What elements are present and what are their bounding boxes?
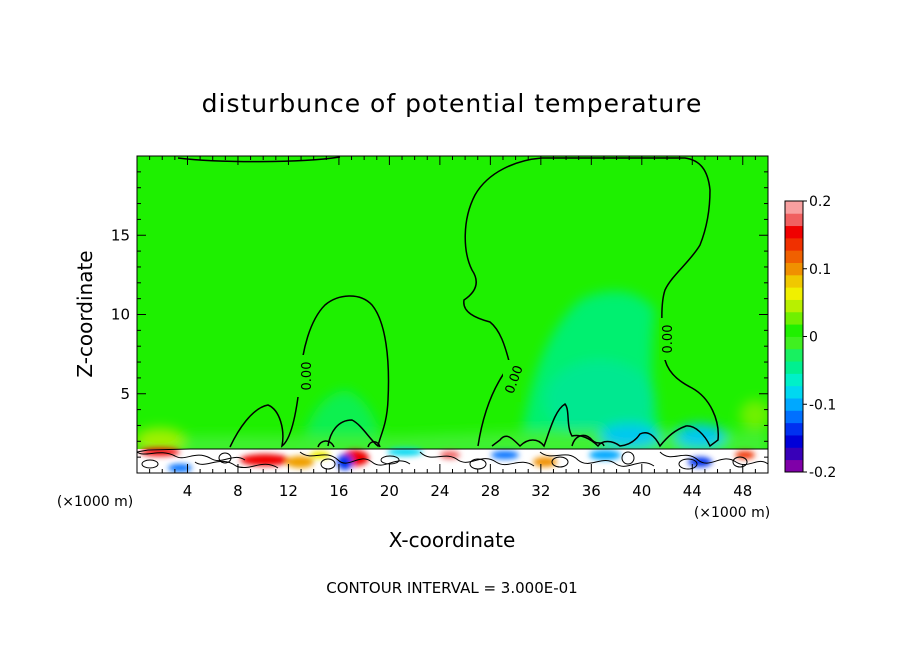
colorbar-tick-label: -0.1 xyxy=(809,397,836,413)
y-tick-label: 10 xyxy=(111,306,130,324)
bl-contour-ring xyxy=(621,451,635,465)
chart-title: disturbunce of potential temperature xyxy=(202,89,703,118)
bl-top-contour xyxy=(137,448,768,453)
bl-contour xyxy=(194,460,279,469)
contour-label-west: 0.00 xyxy=(300,362,315,391)
y-axis: 5 10 15 xyxy=(111,171,768,458)
bl-contour-ring xyxy=(320,458,336,470)
colorbar-tick-label: -0.2 xyxy=(809,465,836,481)
bl-cyan xyxy=(387,448,423,456)
bl-contour xyxy=(137,451,246,462)
x-tick-label: 16 xyxy=(329,482,348,500)
colorbar-swatch xyxy=(785,435,803,448)
colorbar-swatch xyxy=(785,262,803,276)
colorbar-swatch xyxy=(785,299,803,313)
colorbar-swatch xyxy=(785,459,803,473)
bl-contour xyxy=(659,451,768,466)
colorbar-swatch xyxy=(785,324,803,337)
bl-contour-ring xyxy=(141,459,159,469)
bl-red xyxy=(440,451,460,459)
contour-label-east: 0.00 xyxy=(661,325,676,354)
contour-central xyxy=(463,157,719,448)
contour-small-east xyxy=(571,434,605,447)
contour-top xyxy=(177,156,341,163)
colorbar-swatch xyxy=(785,287,803,300)
contour-interval-note: CONTOUR INTERVAL = 3.000E-01 xyxy=(326,579,577,597)
colorbar-swatch xyxy=(785,213,803,227)
y-tick-label: 15 xyxy=(111,226,130,244)
colorbar-swatch xyxy=(785,385,803,399)
plot-area: 0.00 0.00 0.00 xyxy=(137,156,768,473)
colorbar-swatch xyxy=(785,274,803,288)
x-axis: 4 8 12 16 20 24 28 32 36 40 44 48 xyxy=(149,156,756,500)
colorbar-swatch xyxy=(785,410,803,424)
colorbar-swatch xyxy=(785,250,803,263)
bl-orange xyxy=(533,457,557,467)
bl-red xyxy=(735,451,755,459)
bl-red xyxy=(240,454,290,466)
x-tick-label: 20 xyxy=(380,482,399,500)
colorbar-swatch xyxy=(785,225,803,239)
bl-blue xyxy=(491,451,519,459)
colorbar-tick-label: 0.2 xyxy=(809,194,831,210)
colorbar-swatch xyxy=(785,398,803,411)
y-axis-label: Z-coordinate xyxy=(73,250,97,377)
bl-contour-ring xyxy=(732,456,748,468)
bl-blue xyxy=(688,457,712,467)
bl-contour xyxy=(539,451,655,467)
bl-contour-ring xyxy=(380,455,400,465)
cool-patch xyxy=(675,424,725,448)
cool-plume-core xyxy=(545,360,655,440)
colorbar-swatch xyxy=(785,336,803,350)
colorbar-swatch xyxy=(785,237,803,251)
bl-contour xyxy=(299,451,411,466)
x-tick-label: 24 xyxy=(430,482,449,500)
contour-labels: 0.00 0.00 0.00 xyxy=(297,318,676,402)
colorbar-swatch xyxy=(785,361,803,374)
x-tick-label: 48 xyxy=(733,482,752,500)
contour-small-mid xyxy=(317,440,335,448)
plot-background xyxy=(137,156,768,473)
colorbar: 0.2 0.1 0 -0.1 -0.2 xyxy=(784,194,836,481)
contour-label-bg xyxy=(297,355,313,397)
colorbar-swatch xyxy=(785,311,803,325)
colorbar-swatch xyxy=(785,201,803,214)
colorbar-swatch xyxy=(785,422,803,436)
bl-contour-ring xyxy=(218,452,232,464)
bl-contour-ring xyxy=(678,458,698,470)
bl-contour xyxy=(419,451,535,467)
x-tick-label: 44 xyxy=(683,482,702,500)
warm-patch xyxy=(740,400,768,430)
bl-blue xyxy=(168,464,192,472)
x-tick-label: 36 xyxy=(582,482,601,500)
bl-blue xyxy=(337,454,353,470)
x-tick-label: 28 xyxy=(481,482,500,500)
zero-contours xyxy=(177,156,719,448)
contour-label-bg xyxy=(503,360,521,402)
bl-contour-ring xyxy=(551,456,569,468)
x-tick-label: 12 xyxy=(279,482,298,500)
x-unit-left: (×1000 m) xyxy=(57,494,133,510)
bl-orange xyxy=(286,456,314,468)
colorbar-swatch xyxy=(785,348,803,362)
warm-patch xyxy=(137,428,185,452)
x-tick-label: 8 xyxy=(233,482,243,500)
cool-patch xyxy=(600,424,660,448)
x-unit-right: (×1000 m) xyxy=(694,505,770,521)
contour-west xyxy=(229,295,390,448)
boundary-layer-contours xyxy=(137,448,768,470)
colorbar-tick-label: 0 xyxy=(809,330,818,346)
colorbar-tick-label: 0.1 xyxy=(809,262,831,278)
x-tick-label: 4 xyxy=(183,482,193,500)
x-tick-label: 32 xyxy=(531,482,550,500)
x-axis-label: X-coordinate xyxy=(389,528,516,552)
colorbar-swatch xyxy=(785,373,803,387)
x-tick-label: 40 xyxy=(632,482,651,500)
contour-small-mid xyxy=(367,441,381,448)
y-tick-label: 5 xyxy=(120,385,130,403)
colorbar-swatch xyxy=(785,447,803,461)
contour-label-bg xyxy=(659,318,675,360)
bl-blue xyxy=(589,450,621,460)
